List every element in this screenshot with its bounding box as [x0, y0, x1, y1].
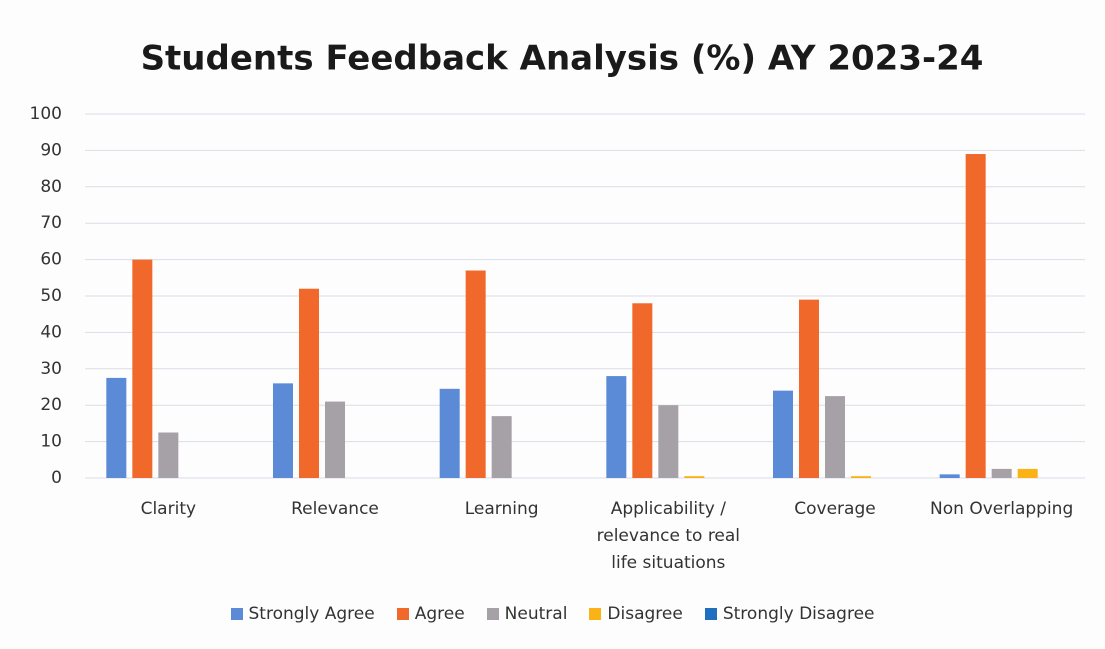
legend-label: Neutral — [504, 604, 568, 624]
legend-swatch — [704, 608, 717, 620]
bar — [939, 474, 960, 478]
y-tick-label: 100 — [30, 104, 62, 124]
x-tick-label: Clarity — [140, 499, 197, 519]
legend-swatch — [230, 608, 243, 620]
bar — [851, 476, 871, 478]
bar — [799, 299, 819, 478]
bar — [965, 154, 986, 479]
y-tick-label: 40 — [40, 322, 62, 342]
y-tick-label: 10 — [40, 432, 62, 452]
y-tick-label: 50 — [40, 286, 62, 306]
legend-item: Disagree — [589, 604, 683, 624]
legend-label: Strongly Agree — [248, 604, 375, 624]
y-tick-label: 30 — [40, 359, 62, 379]
legend-item: Neutral — [486, 604, 568, 624]
bar — [439, 388, 460, 478]
bar — [491, 416, 512, 478]
legend-swatch — [486, 608, 499, 620]
legend-item: Strongly Agree — [230, 604, 375, 624]
x-tick-label: Relevance — [291, 499, 379, 519]
bar — [132, 259, 153, 478]
bar — [299, 288, 319, 478]
y-tick-label: 60 — [40, 250, 62, 270]
bar — [325, 401, 345, 478]
legend: Strongly Agree Agree Neutral Disagree Strong… — [0, 604, 1105, 624]
x-tick-label: Applicability / relevance to real life s… — [596, 499, 741, 573]
legend-item: Strongly Disagree — [704, 604, 875, 624]
bar — [632, 303, 653, 478]
y-tick-label: 70 — [40, 213, 62, 233]
legend-swatch — [589, 608, 602, 620]
x-tick-label: Coverage — [794, 499, 876, 519]
x-tick-label: Learning — [464, 499, 539, 519]
legend-swatch — [396, 608, 409, 620]
bar — [465, 270, 486, 478]
chart-title: Students Feedback Analysis (%) AY 2023-2… — [141, 39, 984, 79]
bar — [1017, 468, 1038, 478]
bar — [991, 468, 1012, 478]
bar — [684, 476, 705, 478]
bar — [825, 396, 845, 478]
x-tick-label: Non Overlapping — [930, 499, 1074, 519]
bar — [273, 383, 293, 478]
bar — [106, 377, 127, 478]
y-tick-label: 0 — [51, 468, 62, 488]
y-tick-label: 90 — [40, 140, 62, 160]
bar — [773, 390, 793, 478]
legend-item: Agree — [396, 604, 465, 624]
bar — [606, 376, 627, 478]
legend-label: Disagree — [607, 604, 683, 624]
y-tick-label: 20 — [40, 395, 62, 415]
y-tick-label: 80 — [40, 177, 62, 197]
bar — [658, 405, 679, 478]
bar — [158, 432, 179, 478]
legend-label: Agree — [414, 604, 465, 624]
legend-label: Strongly Disagree — [722, 604, 875, 624]
